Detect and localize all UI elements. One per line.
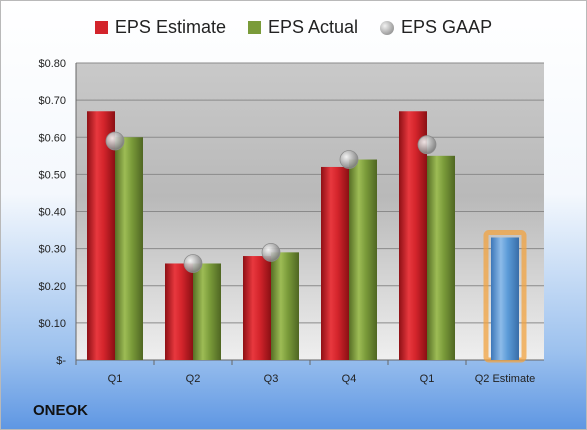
legend-item-eps-estimate: EPS Estimate [94, 17, 226, 38]
x-tick-label: Q3 [264, 373, 279, 385]
x-tick-label: Q2 [186, 373, 201, 385]
bar-eps-actual [349, 159, 377, 360]
x-tick-label: Q2 Estimate [475, 373, 536, 385]
bar-q2-estimate [491, 237, 519, 360]
x-tick-label: Q1 [420, 373, 435, 385]
bar-eps-estimate [87, 111, 115, 360]
bar-eps-estimate [243, 256, 271, 360]
legend-item-eps-gaap: EPS GAAP [380, 17, 492, 38]
x-tick-label: Q4 [342, 373, 357, 385]
legend-label-eps-estimate: EPS Estimate [114, 17, 226, 37]
y-tick-label: $0.70 [38, 95, 66, 107]
x-tick-label: Q1 [108, 373, 123, 385]
legend-swatch-eps-estimate [94, 21, 108, 34]
y-tick-label: $- [56, 355, 66, 367]
y-tick-label: $0.40 [38, 207, 66, 219]
bar-eps-actual [427, 155, 455, 360]
y-tick-label: $0.50 [38, 169, 66, 181]
marker-eps-gaap [417, 135, 437, 155]
bar-eps-actual [115, 137, 143, 360]
y-tick-label: $0.20 [38, 281, 66, 293]
bar-eps-actual [193, 263, 221, 360]
legend-swatch-eps-gaap [380, 20, 395, 35]
marker-eps-gaap [261, 242, 281, 262]
bar-eps-estimate [321, 166, 349, 360]
bar-eps-actual [271, 252, 299, 360]
marker-eps-gaap [183, 254, 203, 273]
y-tick-label: $0.30 [38, 244, 66, 256]
legend-label-eps-gaap: EPS GAAP [401, 17, 493, 37]
legend-label-eps-actual: EPS Actual [267, 17, 359, 37]
marker-eps-gaap [105, 131, 125, 151]
legend-swatch-eps-actual [247, 21, 261, 34]
bar-eps-estimate [165, 263, 193, 360]
y-tick-label: $0.80 [38, 58, 66, 70]
legend: EPS Estimate EPS Actual EPS GAAP [1, 17, 586, 38]
company-label: ONEOK [33, 402, 89, 419]
y-tick-label: $0.10 [38, 318, 66, 330]
marker-eps-gaap [339, 150, 359, 169]
legend-item-eps-actual: EPS Actual [247, 17, 359, 38]
y-tick-label: $0.60 [38, 132, 66, 144]
